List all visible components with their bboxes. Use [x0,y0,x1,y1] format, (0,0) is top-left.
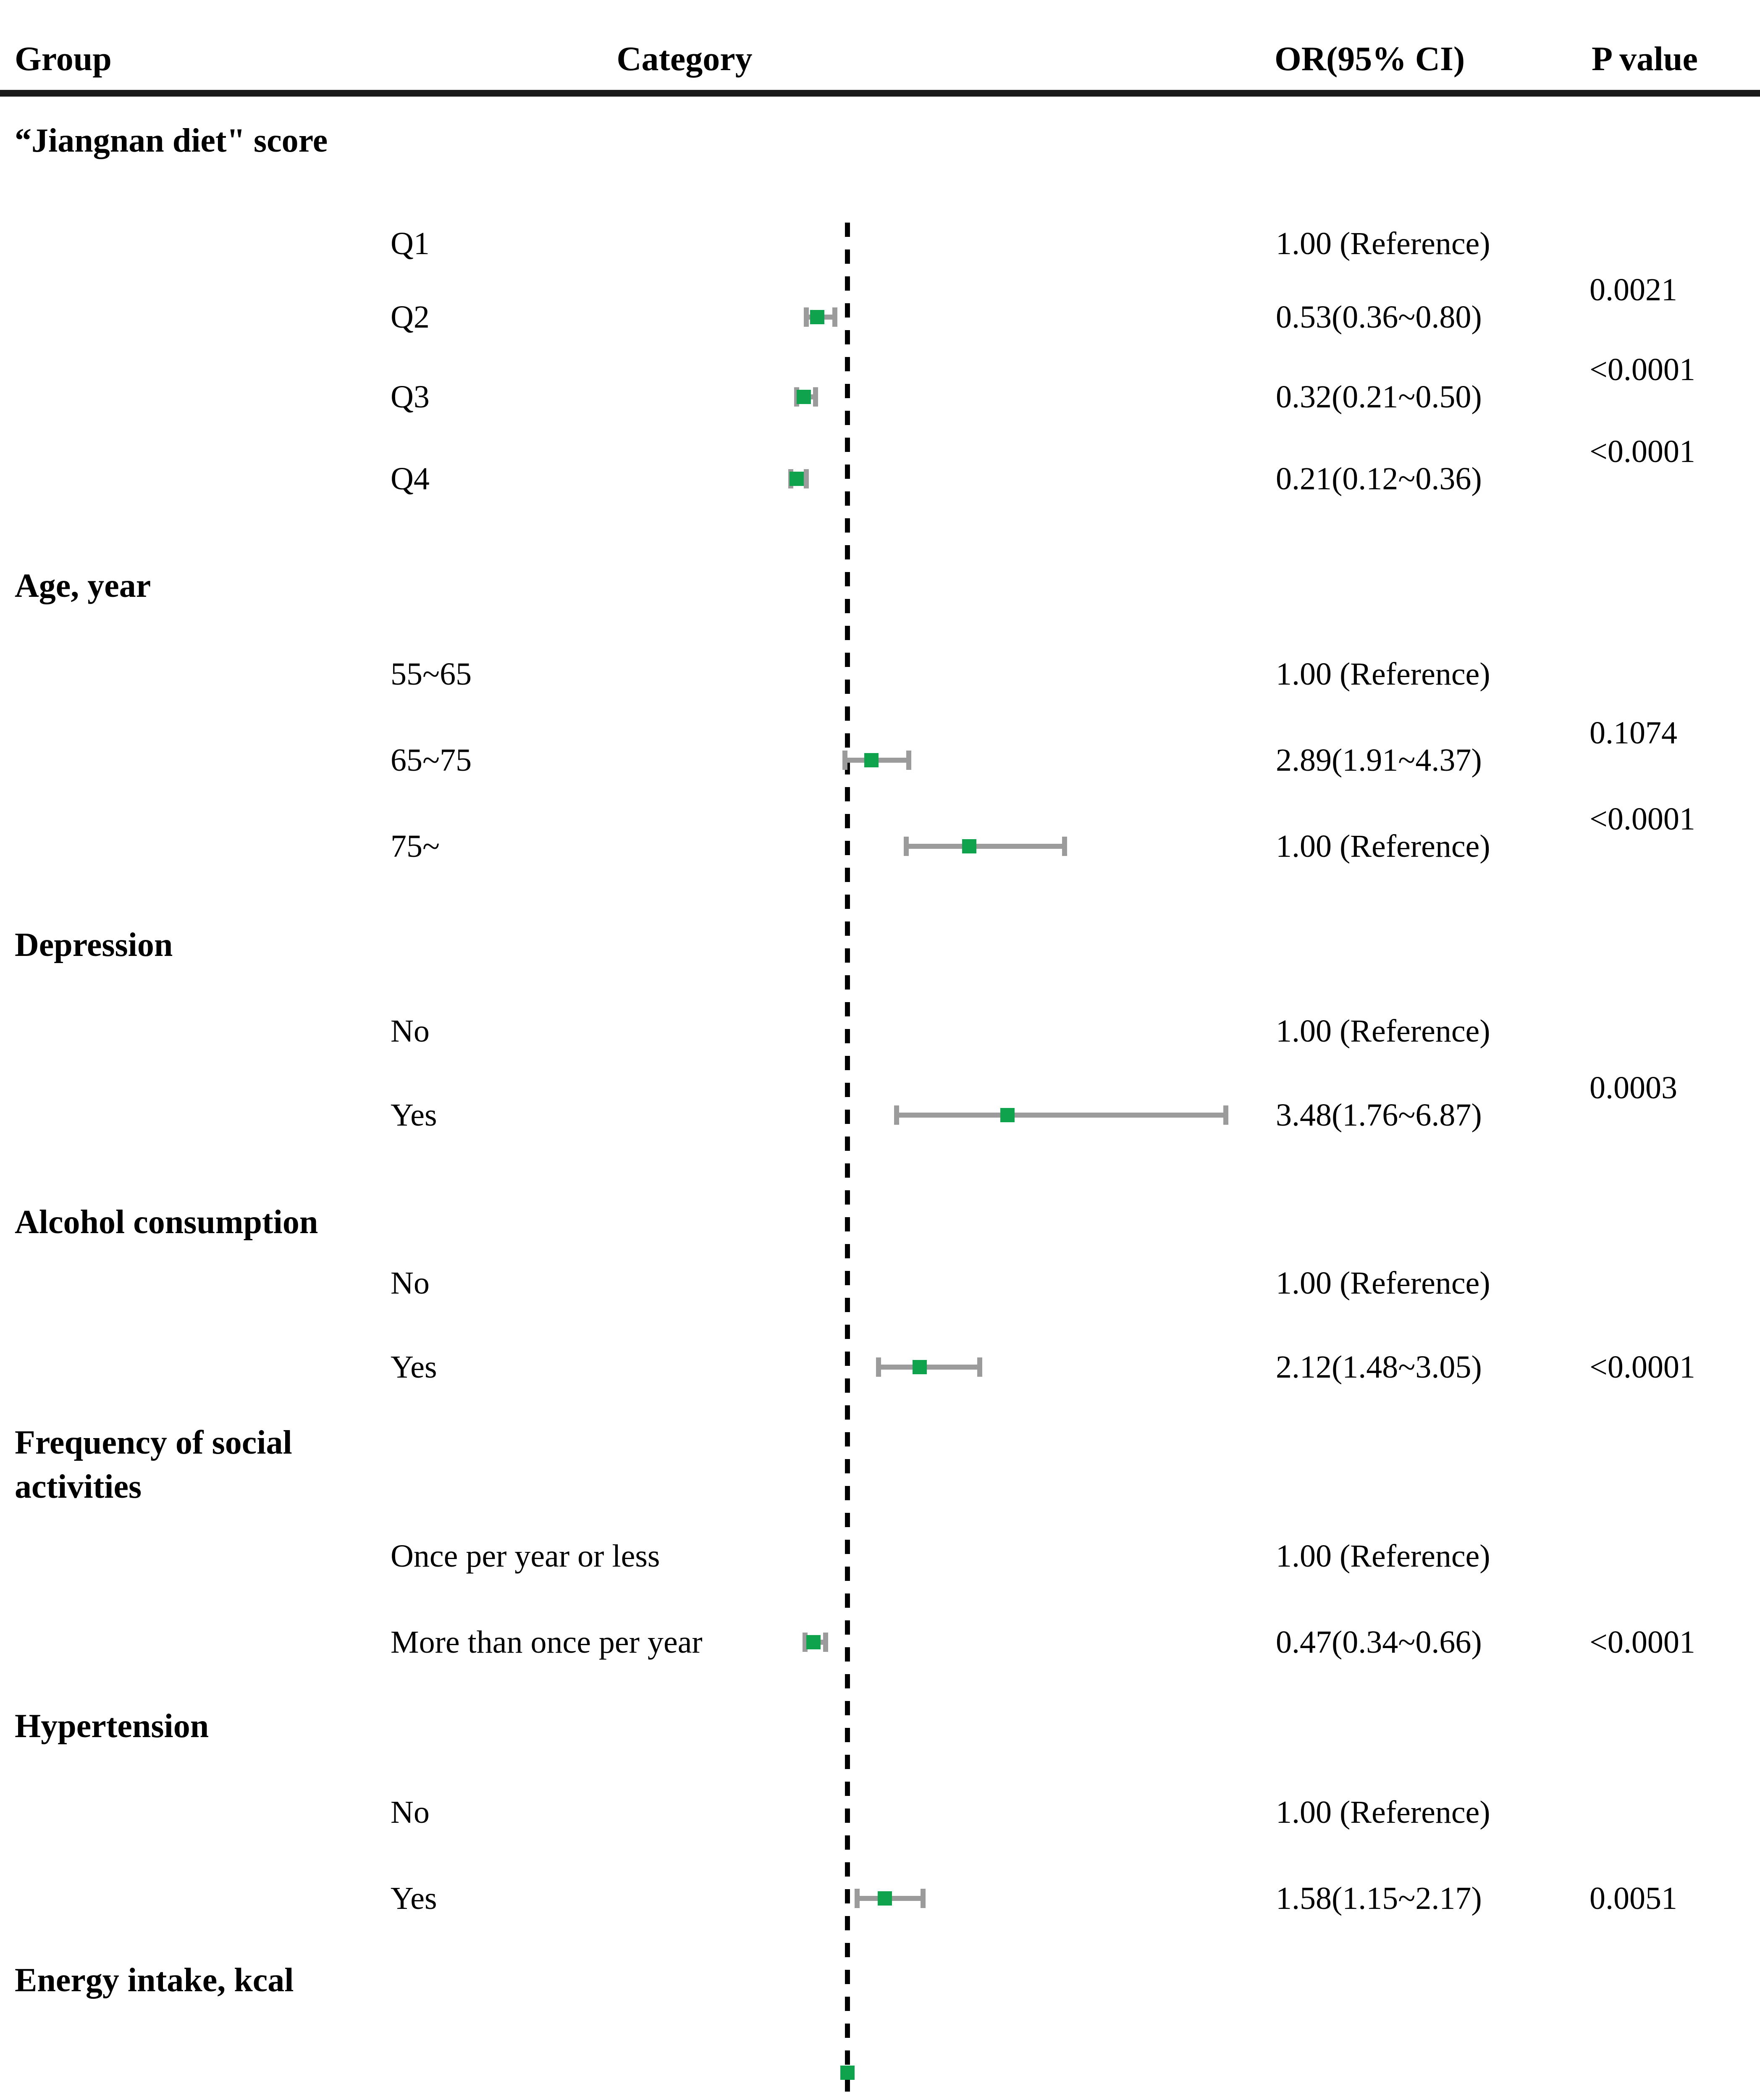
category-label: More than once per year [391,1625,703,1660]
header-or-ci: OR(95% CI) [1275,39,1465,78]
ci-bar [896,1113,1226,1118]
or-marker [810,310,825,324]
category-label: Q2 [391,299,430,335]
or-value: 1.00 (Reference) [1276,829,1490,864]
or-marker [797,390,811,404]
or-value: 1.00 (Reference) [1276,1265,1490,1301]
or-value: 1.00 (Reference) [1276,226,1490,261]
p-value: 0.0051 [1590,1881,1677,1916]
group-label: Hypertension [15,1708,209,1745]
or-marker [840,2066,855,2080]
ci-cap-high [1062,837,1068,856]
category-label: Yes [391,1881,437,1916]
or-value: 1.00 (Reference) [1276,1013,1490,1049]
ci-cap-low [804,307,809,327]
or-value: 0.32(0.21~0.50) [1276,379,1482,415]
p-value: 0.0021 [1590,272,1677,307]
p-value: 0.0003 [1590,1070,1677,1105]
ci-cap-high [977,1357,982,1377]
ci-cap-low [876,1357,881,1377]
ci-cap-high [1223,1105,1228,1125]
p-value: <0.0001 [1590,434,1695,469]
group-label: Age, year [15,567,151,604]
p-value: 0.1074 [1590,715,1677,751]
or-marker [790,472,804,486]
p-value: <0.0001 [1590,801,1695,837]
or-value: 1.00 (Reference) [1276,1538,1490,1574]
or-value: 0.47(0.34~0.66) [1276,1625,1482,1660]
header-group: Group [15,39,112,78]
or-value: 0.53(0.36~0.80) [1276,299,1482,335]
p-value: <0.0001 [1590,1349,1695,1385]
header-category: Category [616,39,753,78]
p-value: <0.0001 [1590,1625,1695,1660]
category-label: Q3 [391,379,430,415]
header-p-value: P value [1592,39,1698,78]
group-label: Frequency of social [15,1424,292,1461]
group-label: Energy intake, kcal [15,1962,294,1999]
group-label: Depression [15,927,173,963]
category-label: Yes [391,1349,437,1385]
or-marker [806,1635,821,1649]
reference-line-or-1 [845,223,850,2100]
ci-bar [878,1365,980,1370]
ci-cap-high [832,307,837,327]
ci-cap-low [903,837,909,856]
group-label: Alcohol consumption [15,1204,318,1241]
or-value: 1.58(1.15~2.17) [1276,1881,1482,1916]
ci-cap-high [813,387,818,407]
group-label-line2: activities [15,1468,142,1505]
or-value: 1.00 (Reference) [1276,656,1490,692]
or-marker [878,1891,892,1906]
group-label: “Jiangnan diet" score [15,122,328,159]
ci-cap-low [842,751,848,770]
or-marker [962,839,977,853]
or-marker [1000,1108,1015,1122]
category-label: Yes [391,1097,437,1133]
category-label: Once per year or less [391,1538,660,1574]
or-marker [913,1360,927,1374]
ci-cap-low [855,1889,860,1908]
or-value: 1.00 (Reference) [1276,1795,1490,1830]
header-rule [0,90,1760,97]
ci-cap-high [823,1633,829,1652]
or-marker [864,753,879,767]
ci-cap-low [894,1105,899,1125]
category-label: No [391,1795,430,1830]
ci-cap-high [920,1889,926,1908]
or-value: 2.89(1.91~4.37) [1276,743,1482,778]
p-value: <0.0001 [1590,352,1695,387]
ci-bar [906,844,1065,849]
or-value: 0.21(0.12~0.36) [1276,461,1482,496]
category-label: 75~ [391,829,440,864]
category-label: 55~65 [391,656,472,692]
category-label: No [391,1013,430,1049]
ci-cap-high [804,469,809,488]
category-label: Q1 [391,226,430,261]
or-value: 2.12(1.48~3.05) [1276,1349,1482,1385]
ci-cap-high [906,751,912,770]
or-value: 3.48(1.76~6.87) [1276,1097,1482,1133]
category-label: 65~75 [391,743,472,778]
category-label: Q4 [391,461,430,496]
category-label: No [391,1265,430,1301]
